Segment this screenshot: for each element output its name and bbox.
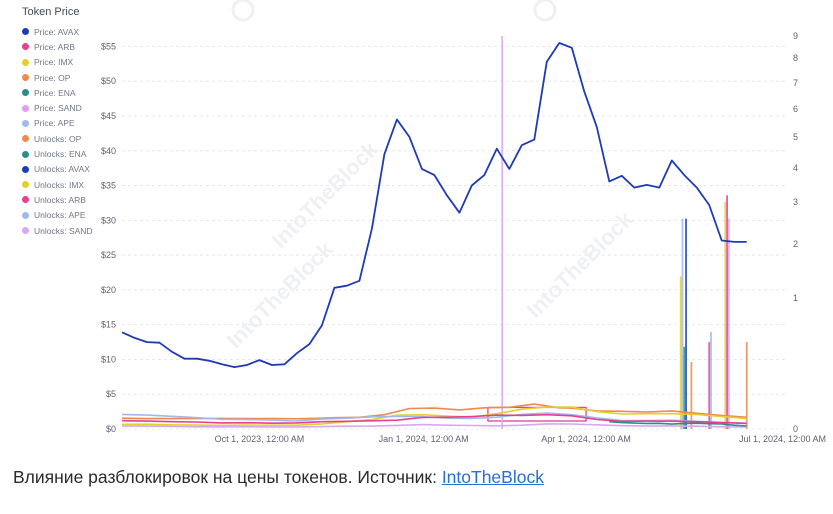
x-tick-label: Jul 1, 2024, 12:00 AM (739, 434, 826, 444)
legend-label: Unlocks: OP (34, 133, 82, 144)
legend-dot-icon (22, 196, 29, 204)
y-left-tick-label: $5 (106, 389, 116, 399)
legend-dot-icon (22, 28, 29, 36)
legend-label: Unlocks: ARB (34, 194, 86, 205)
legend-item[interactable]: Unlocks: SAND (22, 223, 122, 238)
caption-source-link[interactable]: IntoTheBlock (441, 467, 544, 487)
legend-item[interactable]: Unlocks: ENA (22, 146, 122, 161)
legend-dot-icon (22, 89, 29, 97)
x-tick-label: Oct 1, 2023, 12:00 AM (215, 434, 305, 444)
y-left-tick-label: $45 (101, 111, 116, 121)
y-right-tick-label: 7 (793, 78, 798, 88)
series-line-avax[interactable] (121, 42, 747, 369)
legend-items: Price: AVAX Price: ARB Price: IMX Price: OP… (22, 24, 122, 238)
watermark-text: IntoTheBlock (222, 236, 339, 353)
axis-labels: $0 $5 $10 $15 $20 $25 $30 $35 $40 $45 $50 $55 0 1 2 3 4 5… (101, 31, 826, 444)
legend-item[interactable]: Unlocks: ARB (22, 192, 122, 207)
legend-dot-icon (22, 181, 29, 189)
y-left-tick-label: $40 (101, 146, 116, 156)
legend-label: Unlocks: IMX (34, 179, 85, 190)
legend-label: Price: ENA (34, 87, 76, 98)
y-right-tick-label: 5 (793, 132, 798, 142)
legend-dot-icon (22, 43, 29, 51)
y-right-tick-label: 2 (793, 239, 798, 249)
y-right-tick-label: 9 (793, 31, 798, 41)
y-left-tick-label: $0 (106, 424, 116, 434)
legend-item[interactable]: Unlocks: OP (22, 131, 122, 146)
legend-label: Price: ARB (34, 41, 76, 52)
legend-item[interactable]: Price: OP (22, 70, 122, 85)
y-left-tick-label: $30 (101, 215, 116, 225)
chart-panel: IntoTheBlock IntoTheBlock IntoTheBlock $0 $… (22, 0, 826, 444)
watermark-text: IntoTheBlock (267, 136, 384, 253)
y-left-tick-label: $55 (101, 41, 116, 51)
legend-item[interactable]: Price: SAND (22, 100, 122, 115)
legend-label: Price: SAND (34, 103, 82, 114)
legend-item[interactable]: Unlocks: APE (22, 208, 122, 223)
y-left-tick-label: $35 (101, 181, 116, 191)
caption-text: Влияние разблокировок на цены токенов. И… (13, 467, 442, 487)
price-series-lines (121, 42, 747, 428)
series-line-op[interactable] (121, 403, 747, 420)
legend-label: Price: AVAX (34, 26, 80, 37)
watermark-logo (533, 0, 557, 22)
x-tick-label: Apr 1, 2024, 12:00 AM (541, 434, 631, 444)
legend-label: Unlocks: AVAX (34, 164, 90, 175)
y-right-tick-label: 6 (793, 104, 798, 114)
legend-dot-icon (22, 150, 29, 158)
legend-dot-icon (22, 165, 29, 173)
legend-label: Unlocks: APE (34, 210, 86, 221)
legend-dot-icon (22, 211, 29, 219)
y-left-tick-label: $20 (101, 285, 116, 295)
legend-label: Price: OP (34, 72, 71, 83)
y-left-tick-label: $15 (101, 320, 116, 330)
legend-item[interactable]: Price: APE (22, 116, 122, 131)
watermark-text: IntoTheBlock (522, 206, 639, 323)
legend-dot-icon (22, 135, 29, 143)
y-right-tick-label: 0 (793, 424, 798, 434)
y-right-tick-label: 8 (793, 53, 798, 63)
legend-item[interactable]: Unlocks: AVAX (22, 162, 122, 177)
legend-label: Unlocks: ENA (34, 149, 87, 160)
y-right-tick-label: 4 (793, 163, 798, 173)
legend-item[interactable]: Price: ARB (22, 39, 122, 54)
watermark-logo (231, 0, 255, 22)
legend-dot-icon (22, 104, 29, 112)
unlock-bars (501, 36, 748, 429)
legend-dot-icon (22, 227, 29, 234)
legend-dot-icon (22, 74, 29, 82)
legend-item[interactable]: Price: ENA (22, 85, 122, 100)
series-line-ena[interactable] (609, 420, 747, 427)
legend-dot-icon (22, 119, 29, 127)
legend-label: Price: APE (34, 118, 75, 129)
series-line-sand[interactable] (121, 423, 747, 428)
legend-label: Price: IMX (34, 57, 74, 68)
y-right-tick-label: 3 (793, 197, 798, 207)
y-left-tick-label: $50 (101, 76, 116, 86)
y-right-tick-label: 1 (793, 293, 798, 303)
legend-title: Token Price (22, 6, 80, 18)
figure-caption: Влияние разблокировок на цены токенов. И… (13, 467, 544, 488)
x-tick-label: Jan 1, 2024, 12:00 AM (379, 434, 469, 444)
legend-item[interactable]: Unlocks: IMX (22, 177, 122, 192)
legend-label: Unlocks: SAND (34, 225, 93, 236)
legend-item[interactable]: Price: AVAX (22, 24, 122, 39)
legend-dot-icon (22, 58, 29, 66)
legend: Token Price Price: AVAX Price: ARB Price: … (22, 6, 122, 238)
grid-lines (122, 45, 786, 430)
series-line-arb[interactable] (121, 413, 747, 425)
y-left-tick-label: $10 (101, 354, 116, 364)
series-line-imx[interactable] (121, 406, 747, 427)
y-left-tick-label: $25 (101, 250, 116, 260)
legend-item[interactable]: Price: IMX (22, 55, 122, 70)
